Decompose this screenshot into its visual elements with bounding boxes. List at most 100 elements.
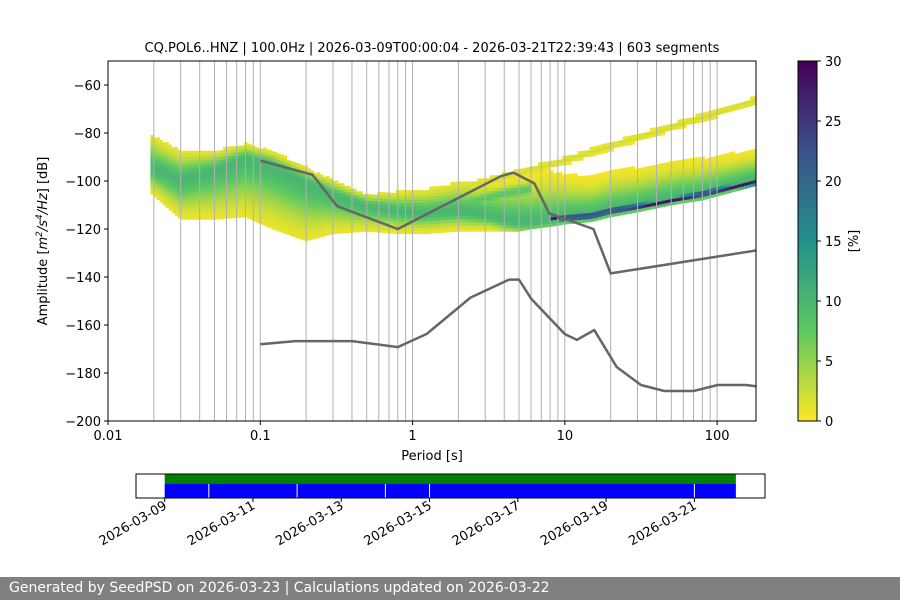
- heatmap-cell: [504, 225, 509, 229]
- heatmap-cell: [247, 159, 251, 163]
- heatmap-cell: [253, 146, 257, 150]
- heatmap-cell: [622, 136, 627, 140]
- heatmap-cell: [383, 192, 387, 196]
- heatmap-cell: [413, 205, 418, 210]
- heatmap-cell: [725, 165, 730, 169]
- heatmap-cell: [283, 171, 287, 175]
- heatmap-cell: [223, 215, 227, 219]
- heatmap-cell: [159, 164, 163, 169]
- heatmap-cell: [713, 115, 717, 120]
- heatmap-cell: [329, 190, 333, 195]
- heatmap-cell: [316, 225, 321, 229]
- heatmap-cell: [198, 185, 203, 189]
- heatmap-cell: [689, 180, 693, 184]
- heatmap-cell: [283, 205, 287, 209]
- heatmap-cell: [211, 197, 215, 201]
- heatmap-cell: [647, 178, 651, 183]
- heatmap-cell: [156, 196, 160, 200]
- heatmap-cell: [432, 205, 436, 209]
- heatmap-cell: [332, 202, 336, 206]
- heatmap-cell: [241, 170, 245, 174]
- heatmap-cell: [586, 209, 590, 214]
- heatmap-cell: [589, 193, 593, 198]
- heatmap-cell: [253, 177, 257, 181]
- heatmap-cell: [156, 184, 160, 188]
- heatmap-cell: [280, 179, 284, 183]
- heatmap-cell: [204, 175, 209, 180]
- heatmap-cell: [380, 213, 384, 218]
- heatmap-cell: [616, 187, 621, 191]
- heatmap-cell: [550, 220, 554, 224]
- heatmap-cell: [180, 160, 185, 164]
- timeline-frame: [135, 473, 766, 499]
- heatmap-cell: [413, 224, 418, 228]
- heatmap-cell: [432, 186, 436, 190]
- heatmap-cell: [262, 215, 266, 220]
- heatmap-cell: [220, 162, 224, 167]
- heatmap-cell: [507, 212, 512, 217]
- heatmap-cell: [292, 177, 297, 181]
- heatmap-cell: [683, 121, 687, 126]
- heatmap-cell: [601, 172, 605, 176]
- heatmap-cell: [704, 180, 708, 184]
- heatmap-cell: [268, 149, 272, 154]
- heatmap-cell: [686, 165, 690, 169]
- heatmap-cell: [586, 219, 590, 223]
- heatmap-cell: [559, 206, 563, 210]
- heatmap-cell: [156, 149, 160, 154]
- heatmap-cell: [271, 182, 275, 186]
- heatmap-cell: [374, 197, 378, 202]
- heatmap-cell: [441, 213, 445, 218]
- y-tick-label: −200: [65, 415, 101, 430]
- heatmap-cell: [277, 184, 281, 189]
- heatmap-cell: [326, 213, 330, 217]
- heatmap-cell: [647, 169, 651, 173]
- heatmap-cell: [204, 188, 209, 192]
- heatmap-cell: [486, 206, 490, 210]
- heatmap-cell: [477, 212, 481, 217]
- heatmap-cell: [295, 228, 300, 232]
- heatmap-cell: [277, 159, 281, 164]
- heatmap-cell: [643, 166, 648, 171]
- colorbar-tick-label: 10: [825, 295, 842, 310]
- heatmap-cell: [229, 168, 233, 172]
- heatmap-cell: [262, 194, 266, 198]
- heatmap-cell: [335, 208, 339, 212]
- heatmap-cell: [619, 180, 624, 185]
- heatmap-cell: [356, 207, 360, 211]
- heatmap-cell: [501, 225, 505, 229]
- heatmap-cell: [362, 228, 366, 232]
- heatmap-cell: [513, 184, 518, 189]
- heatmap-cell: [577, 207, 581, 211]
- heatmap-cell: [541, 190, 545, 194]
- heatmap-cell: [501, 212, 505, 217]
- heatmap-cell: [259, 152, 263, 156]
- heatmap-cell: [689, 195, 693, 200]
- heatmap-cell: [389, 202, 393, 206]
- heatmap-cell: [474, 228, 478, 232]
- heatmap-cell: [752, 148, 756, 153]
- heatmap-cell: [468, 228, 472, 232]
- heatmap-cell: [347, 217, 351, 221]
- heatmap-cell: [541, 174, 545, 178]
- heatmap-cell: [253, 174, 257, 178]
- heatmap-cell: [562, 208, 566, 213]
- heatmap-cell: [510, 178, 515, 182]
- heatmap-cell: [504, 190, 509, 195]
- heatmap-cell: [301, 233, 306, 238]
- heatmap-cell: [186, 175, 191, 180]
- heatmap-cell: [625, 189, 630, 193]
- date-tick-label: 2026-03-09: [97, 498, 170, 549]
- heatmap-cell: [577, 210, 581, 214]
- heatmap-cell: [168, 200, 172, 205]
- heatmap-cell: [432, 214, 436, 218]
- heatmap-cell: [198, 188, 203, 192]
- heatmap-cell: [211, 216, 215, 220]
- heatmap-cell: [486, 222, 490, 226]
- heatmap-cell: [368, 203, 372, 207]
- heatmap-cell: [347, 213, 351, 218]
- heatmap-cell: [589, 178, 593, 182]
- heatmap-cell: [519, 187, 524, 191]
- heatmap-cell: [453, 219, 457, 223]
- heatmap-cell: [332, 224, 336, 228]
